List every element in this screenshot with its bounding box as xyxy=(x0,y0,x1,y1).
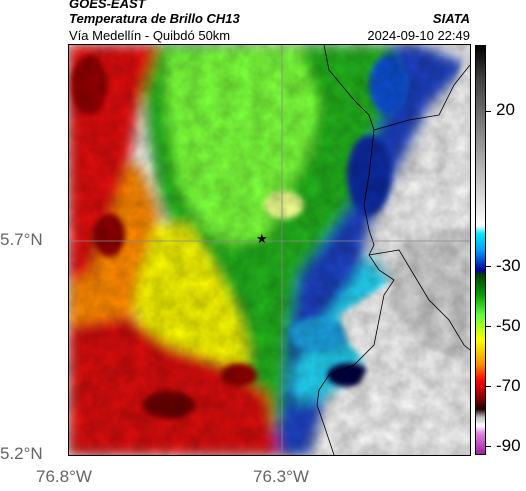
lat-label-5-7: 5.7°N xyxy=(0,230,43,249)
lon-label-76-8: 76.8°W xyxy=(36,467,92,486)
organization-label: SIATA xyxy=(432,11,470,26)
colorbar xyxy=(475,45,486,455)
satellite-title: GOES-EAST xyxy=(69,0,146,11)
coastline xyxy=(316,45,395,455)
region-label: Vía Medellín - Quibdó 50km xyxy=(69,28,231,43)
colorbar-label-minus30: -30 xyxy=(496,256,521,275)
colorbar-label-20: 20 xyxy=(496,100,515,119)
colorbar-label-minus70: -70 xyxy=(496,376,521,395)
lat-label-5-2: 5.2°N xyxy=(0,444,43,463)
satellite-image-map[interactable] xyxy=(69,45,470,455)
location-marker-icon: ★ xyxy=(256,231,268,246)
lon-label-76-3: 76.3°W xyxy=(253,467,309,486)
product-title: Temperatura de Brillo CH13 xyxy=(69,11,240,26)
colorbar-label-minus50: -50 xyxy=(496,316,521,335)
border-line xyxy=(368,249,470,351)
colorbar-label-minus90: -90 xyxy=(496,436,521,455)
datetime-label: 2024-09-10 22:49 xyxy=(367,28,470,43)
